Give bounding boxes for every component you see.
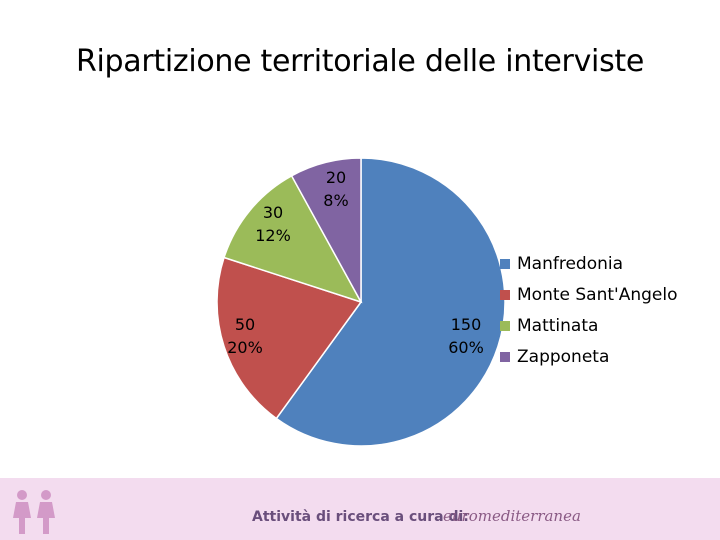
- legend-item: Mattinata: [500, 310, 677, 341]
- legend-swatch: [500, 351, 510, 362]
- pie-chart: 150 60% 50 20% 30 12% 20 8%: [216, 157, 506, 447]
- women-icon: [13, 490, 55, 534]
- data-label-percent: 20%: [227, 338, 263, 357]
- legend-swatch: [500, 320, 510, 331]
- legend-label: Mattinata: [517, 315, 599, 336]
- data-label-percent: 12%: [255, 226, 291, 245]
- legend-label: Monte Sant'Angelo: [517, 284, 678, 305]
- pie-slice-zapponeta: [290, 157, 362, 303]
- footer-credit-text: Attività di ricerca a cura di:: [252, 509, 469, 525]
- euromediterranea-logo: euromediterranea: [443, 507, 581, 525]
- pie-slice-mattinata: [223, 174, 363, 304]
- data-label-value: 50: [235, 315, 255, 334]
- legend-swatch: [500, 258, 510, 269]
- legend-item: Monte Sant'Angelo: [500, 279, 677, 310]
- footer-banner: Attività di ricerca a cura di: euromedit…: [0, 478, 720, 540]
- data-label-percent: 8%: [323, 191, 348, 210]
- data-label-percent: 60%: [448, 338, 484, 357]
- pie-slice-monte-sant-angelo: [216, 256, 363, 420]
- pie-slice-manfredonia: [275, 157, 506, 447]
- data-label-value: 30: [263, 203, 283, 222]
- legend-swatch: [500, 289, 510, 300]
- legend-label: Zapponeta: [517, 346, 610, 367]
- chart-legend: Manfredonia Monte Sant'Angelo Mattinata Zap…: [500, 248, 677, 372]
- data-label-value: 150: [451, 315, 482, 334]
- data-label-value: 20: [326, 168, 346, 187]
- legend-item: Zapponeta: [500, 341, 677, 372]
- legend-item: Manfredonia: [500, 248, 677, 279]
- slide-title: Ripartizione territoriale delle intervis…: [75, 44, 645, 79]
- legend-label: Manfredonia: [517, 253, 624, 274]
